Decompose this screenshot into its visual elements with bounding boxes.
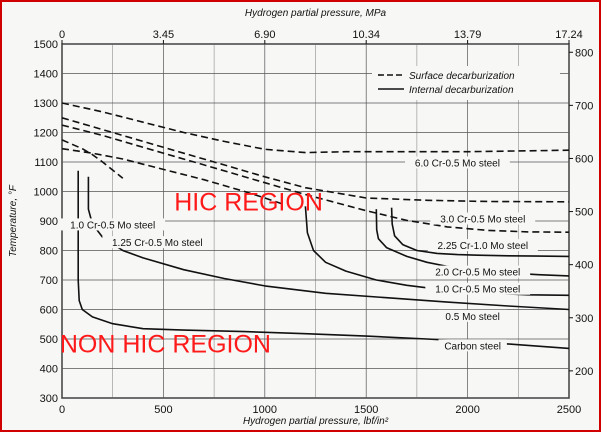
legend-background xyxy=(372,66,560,100)
x-tick-label: 1000 xyxy=(253,404,277,416)
region-annotation: NON HIC REGION xyxy=(60,330,271,358)
right-axis-tick-label: 200 xyxy=(575,366,593,378)
y-tick-label: 600 xyxy=(40,305,58,317)
legend-label: Surface decarburization xyxy=(409,71,515,82)
curve-label-background xyxy=(438,339,507,352)
curve-label: 2.25 Cr-1.0 Mo steel xyxy=(438,241,529,252)
curve-label-background xyxy=(425,282,531,295)
right-axis-tick-label: 700 xyxy=(575,100,593,112)
y-tick-label: 1000 xyxy=(34,187,58,199)
right-axis-tick-label: 600 xyxy=(575,153,593,165)
region-annotation: HIC REGION xyxy=(174,189,323,217)
y-tick-label: 900 xyxy=(40,216,58,228)
y-tick-label: 1400 xyxy=(34,69,58,81)
x-tick-label: 500 xyxy=(154,404,172,416)
curve-label-background xyxy=(60,218,166,231)
right-axis-tick-label: 500 xyxy=(575,207,593,219)
curve-label: 6.0 Cr-0.5 Mo steel xyxy=(415,158,500,169)
curve-layer xyxy=(61,102,570,350)
series-line xyxy=(61,102,570,154)
curve-label-background xyxy=(102,236,213,249)
top-axis-tick-label: 3.45 xyxy=(153,29,174,41)
curve-label-background xyxy=(405,156,510,169)
top-axis-title: Hydrogen partial pressure, MPa xyxy=(245,8,387,19)
curve-label-background xyxy=(430,212,536,225)
curve-label: 1.0 Cr-0.5 Mo steel xyxy=(435,285,520,296)
y-tick-label: 800 xyxy=(40,246,58,258)
top-axis-tick-label: 10.34 xyxy=(352,29,380,41)
y-tick-label: 1200 xyxy=(34,128,58,140)
series-line xyxy=(61,147,286,206)
top-axis-tick-label: 13.79 xyxy=(454,29,482,41)
series-line xyxy=(390,207,570,258)
top-axis-tick-label: 17.24 xyxy=(555,29,583,41)
curve-label-background xyxy=(425,265,531,278)
curve-label: Carbon steel xyxy=(444,341,501,352)
curve-label: 2.0 Cr-0.5 Mo steel xyxy=(435,268,520,279)
top-axis-tick-label: 6.90 xyxy=(254,29,275,41)
x-axis-title: Hydrogen partial pressure, lbf/in² xyxy=(243,416,389,427)
y-axis-title: Temperature, °F xyxy=(8,184,19,257)
x-tick-label: 2500 xyxy=(557,404,581,416)
y-tick-label: 300 xyxy=(40,393,58,405)
curve-label-background xyxy=(427,239,538,252)
y-tick-label: 400 xyxy=(40,364,58,376)
series-line xyxy=(61,117,570,203)
x-tick-label: 2000 xyxy=(455,404,479,416)
curve-label: 0.5 Mo steel xyxy=(445,312,499,323)
right-axis-tick-label: 400 xyxy=(575,260,593,272)
series-line xyxy=(77,170,570,350)
curve-label-background xyxy=(438,309,507,322)
x-tick-label: 0 xyxy=(59,404,65,416)
text-layer: 0 500 1000 1500 2000 250030040050060070080090… xyxy=(8,8,593,427)
series-line xyxy=(61,139,124,179)
y-tick-label: 1300 xyxy=(34,98,58,110)
y-tick-label: 1100 xyxy=(34,157,58,169)
curve-label: 1.25 Cr-0.5 Mo steel xyxy=(112,238,203,249)
x-tick-label: 1500 xyxy=(354,404,378,416)
y-tick-label: 1500 xyxy=(34,39,58,51)
legend: Surface decarburization Internal decarbur… xyxy=(372,66,560,100)
top-axis-tick-label: 0 xyxy=(59,29,65,41)
curve-label: 1.0 Cr-0.5 Mo steel xyxy=(70,220,155,231)
series-line xyxy=(61,124,570,233)
right-axis-tick-label: 300 xyxy=(575,313,593,325)
curve-label: 3.0 Cr-0.5 Mo steel xyxy=(440,215,525,226)
y-tick-label: 500 xyxy=(40,334,58,346)
y-tick-label: 700 xyxy=(40,275,58,287)
legend-label: Internal decarburization xyxy=(409,85,514,96)
right-axis-tick-label: 800 xyxy=(575,47,593,59)
